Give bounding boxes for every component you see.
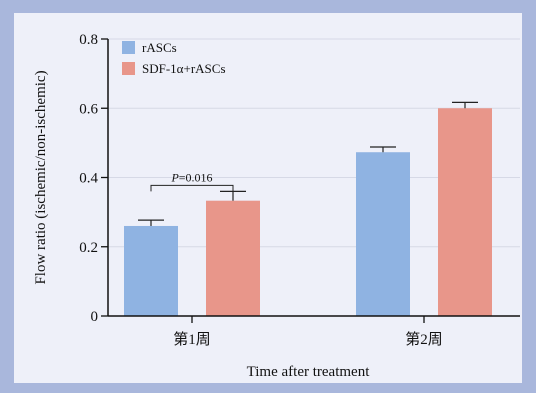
y-tick-label: 0.4 bbox=[79, 171, 98, 187]
legend-label: SDF-1α+rASCs bbox=[142, 61, 226, 76]
plot-panel bbox=[14, 13, 522, 383]
p-value-label: P=0.016 bbox=[170, 170, 212, 184]
bar bbox=[356, 152, 410, 316]
y-tick-label: 0.2 bbox=[79, 240, 98, 256]
bar bbox=[438, 108, 492, 316]
y-axis-title: Flow ratio (ischemic/non-ischemic) bbox=[33, 70, 49, 284]
x-axis-title: Time after treatment bbox=[247, 364, 371, 380]
y-tick-label: 0 bbox=[91, 309, 99, 325]
bar bbox=[124, 225, 178, 316]
x-tick-label: 第2周 bbox=[405, 330, 443, 348]
bars bbox=[124, 108, 492, 316]
legend-label: rASCs bbox=[142, 40, 177, 55]
x-tick-label: 第1周 bbox=[173, 330, 211, 348]
y-tick-label: 0.8 bbox=[79, 32, 98, 48]
p-value: =0.016 bbox=[179, 170, 213, 184]
significance-annotation: P=0.016 bbox=[150, 170, 234, 192]
x-ticks: 第1周 第2周 bbox=[173, 316, 443, 348]
error-bars bbox=[138, 101, 478, 226]
legend-swatch bbox=[122, 62, 135, 75]
legend-swatch bbox=[122, 41, 135, 54]
significance-bracket bbox=[150, 184, 234, 192]
p-label: P bbox=[170, 170, 179, 184]
bar bbox=[206, 200, 260, 316]
legend: rASCs SDF-1α+rASCs bbox=[122, 40, 226, 76]
y-tick-label: 0.6 bbox=[79, 101, 98, 117]
y-ticks: 0 0.2 0.4 0.6 0.8 bbox=[79, 32, 108, 325]
